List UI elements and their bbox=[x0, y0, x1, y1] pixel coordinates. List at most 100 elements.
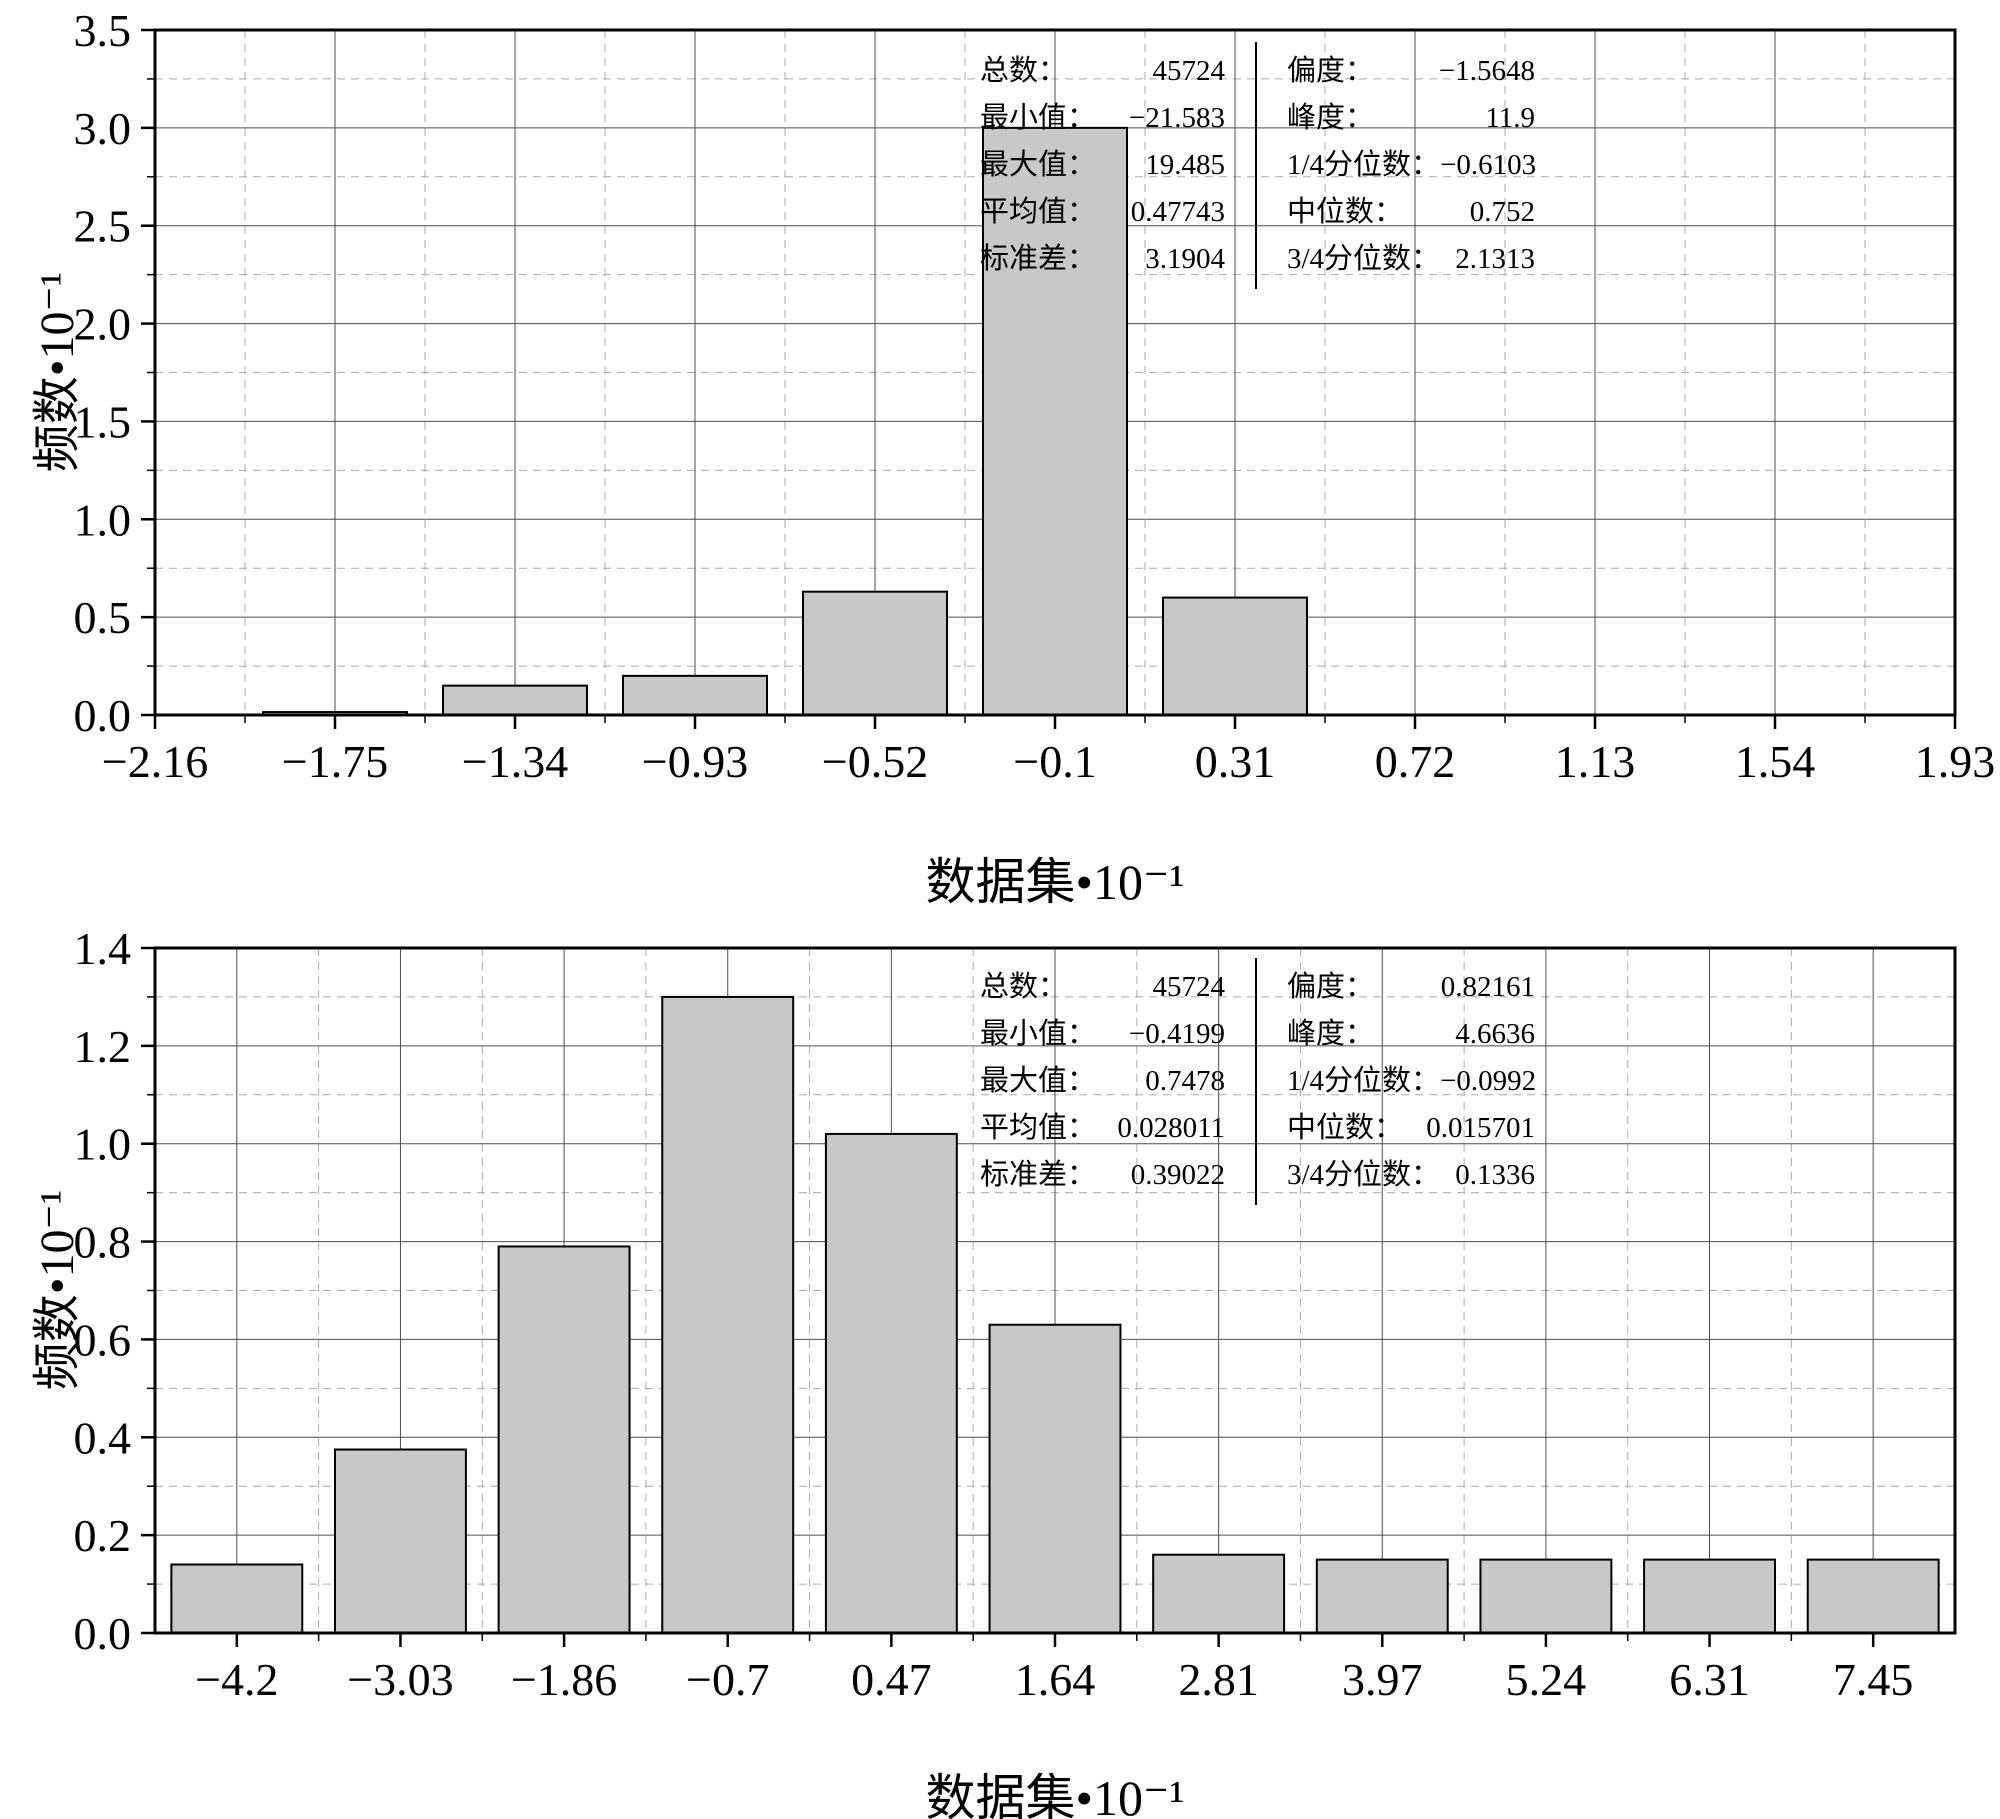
stat-value: 0.47743 bbox=[1130, 196, 1225, 228]
stat-row: 3/4分位数： 2.1313 bbox=[1287, 236, 1535, 283]
y-tick-label: 3.5 bbox=[74, 5, 132, 56]
x-tick-label: 1.93 bbox=[1915, 736, 1996, 787]
stat-row: 平均值： 0.47743 bbox=[980, 189, 1225, 236]
x-tick-label: −0.1 bbox=[1013, 736, 1096, 787]
x-tick-label: −1.75 bbox=[282, 736, 388, 787]
stat-label: 1/4分位数： bbox=[1287, 149, 1441, 181]
histogram-bar bbox=[1806, 1558, 1940, 1634]
stat-value: 0.028011 bbox=[1117, 1112, 1225, 1144]
stat-row: 平均值： 0.028011 bbox=[980, 1105, 1225, 1152]
x-tick-label: 5.24 bbox=[1506, 1654, 1587, 1705]
histogram-bar bbox=[1315, 1558, 1449, 1634]
histogram-bar bbox=[988, 1323, 1122, 1634]
stat-label: 峰度： bbox=[1287, 1018, 1375, 1050]
stat-row: 最大值： 19.485 bbox=[980, 142, 1225, 189]
stat-label: 1/4分位数： bbox=[1287, 1065, 1441, 1097]
stat-label: 3/4分位数： bbox=[1287, 1159, 1441, 1191]
stat-row: 中位数： 0.752 bbox=[1287, 189, 1535, 236]
y-tick-label: 0.0 bbox=[74, 1608, 132, 1659]
y-tick-label: 0.6 bbox=[74, 1314, 132, 1365]
histogram-bar bbox=[1643, 1558, 1777, 1634]
stat-label: 峰度： bbox=[1287, 102, 1375, 134]
y-tick-label: 0.2 bbox=[74, 1510, 132, 1561]
stat-row: 最小值： −21.583 bbox=[980, 95, 1225, 142]
stat-row: 标准差： 3.1904 bbox=[980, 236, 1225, 283]
stat-value: −0.0992 bbox=[1440, 1065, 1537, 1097]
y-tick-label: 0.4 bbox=[74, 1412, 132, 1463]
histogram-bar bbox=[661, 995, 795, 1634]
stat-value: 45724 bbox=[1152, 971, 1226, 1003]
stat-label: 最小值： bbox=[980, 1018, 1097, 1050]
stat-row: 总数： 45724 bbox=[980, 48, 1225, 95]
stat-row: 最小值： −0.4199 bbox=[980, 1011, 1225, 1058]
histogram-bar bbox=[1152, 1553, 1286, 1635]
stat-value: −21.583 bbox=[1128, 102, 1225, 134]
x-axis-label: 数据集•10⁻¹ bbox=[925, 1770, 1185, 1819]
stat-label: 平均值： bbox=[980, 1112, 1097, 1144]
histogram-bar bbox=[802, 590, 948, 717]
x-tick-label: 1.13 bbox=[1555, 736, 1636, 787]
histogram-bar bbox=[622, 674, 768, 716]
x-tick-label: −0.52 bbox=[822, 736, 928, 787]
y-tick-label: 0.5 bbox=[74, 592, 132, 643]
top-histogram-plot: 0.0 0.5 1.0 1.5 2.0 2.5 3.0 3.5 −2.16 −1.75 −1.34 −… bbox=[74, 5, 1996, 787]
y-tick-label: 0.0 bbox=[74, 690, 132, 741]
stat-label: 中位数： bbox=[1287, 1112, 1404, 1144]
stat-value: −0.6103 bbox=[1440, 149, 1537, 181]
stat-value: 11.9 bbox=[1485, 102, 1535, 134]
x-tick-label: −1.86 bbox=[511, 1654, 617, 1705]
y-tick-label: 3.0 bbox=[74, 103, 132, 154]
stat-row: 最大值： 0.7478 bbox=[980, 1058, 1225, 1105]
stat-label: 偏度： bbox=[1287, 971, 1375, 1003]
x-tick-label: 3.97 bbox=[1342, 1654, 1423, 1705]
y-tick-label: 2.0 bbox=[74, 299, 132, 350]
y-tick-label: 1.0 bbox=[74, 1119, 132, 1170]
stat-row: 峰度： 4.6636 bbox=[1287, 1011, 1535, 1058]
stat-value: 4.6636 bbox=[1455, 1018, 1535, 1050]
stat-label: 标准差： bbox=[980, 1159, 1097, 1191]
stat-row: 标准差： 0.39022 bbox=[980, 1152, 1225, 1199]
stat-value: 3.1904 bbox=[1145, 243, 1225, 275]
stats-column-right: 偏度： −1.5648 峰度： 11.9 1/4分位数： −0.6103 中位数… bbox=[1255, 42, 1537, 289]
stat-row: 1/4分位数： −0.6103 bbox=[1287, 142, 1537, 189]
stat-value: 0.752 bbox=[1469, 196, 1535, 228]
stat-label: 中位数： bbox=[1287, 196, 1404, 228]
stats-box: 总数： 45724 最小值： −21.583 最大值： 19.485 平均值： … bbox=[980, 42, 1537, 289]
x-tick-label: 6.31 bbox=[1669, 1654, 1750, 1705]
stat-value: 0.015701 bbox=[1426, 1112, 1535, 1144]
y-tick-label: 0.8 bbox=[74, 1217, 132, 1268]
stat-row: 1/4分位数： −0.0992 bbox=[1287, 1058, 1537, 1105]
stat-label: 偏度： bbox=[1287, 55, 1375, 87]
stat-value: 0.7478 bbox=[1145, 1065, 1225, 1097]
stats-box: 总数： 45724 最小值： −0.4199 最大值： 0.7478 平均值： … bbox=[980, 958, 1537, 1205]
y-tick-label: 2.5 bbox=[74, 201, 132, 252]
stat-label: 最大值： bbox=[980, 1065, 1097, 1097]
histogram-bar bbox=[1162, 596, 1308, 716]
x-tick-label: −3.03 bbox=[347, 1654, 453, 1705]
stat-row: 中位数： 0.015701 bbox=[1287, 1105, 1535, 1152]
x-tick-label: 0.31 bbox=[1195, 736, 1276, 787]
histogram-bar bbox=[1479, 1558, 1613, 1634]
stats-column-left: 总数： 45724 最小值： −0.4199 最大值： 0.7478 平均值： … bbox=[980, 958, 1225, 1205]
stats-column-left: 总数： 45724 最小值： −21.583 最大值： 19.485 平均值： … bbox=[980, 42, 1225, 289]
bottom-histogram-plot: 0.0 0.2 0.4 0.6 0.8 1.0 1.2 1.4 −4.2 −3.03 −1.86 −0… bbox=[74, 923, 1957, 1705]
x-tick-label: 1.54 bbox=[1735, 736, 1816, 787]
x-tick-label: −0.93 bbox=[642, 736, 748, 787]
histogram-bar bbox=[982, 126, 1128, 717]
stat-label: 最小值： bbox=[980, 102, 1097, 134]
y-tick-label: 1.5 bbox=[74, 396, 132, 447]
x-tick-label: −2.16 bbox=[102, 736, 208, 787]
stat-value: 0.39022 bbox=[1130, 1159, 1225, 1191]
stat-value: −1.5648 bbox=[1438, 55, 1535, 87]
stat-row: 偏度： 0.82161 bbox=[1287, 964, 1535, 1011]
y-tick-label: 1.2 bbox=[74, 1021, 132, 1072]
stat-label: 3/4分位数： bbox=[1287, 243, 1441, 275]
stat-value: −0.4199 bbox=[1128, 1018, 1225, 1050]
histogram-bar bbox=[824, 1132, 958, 1635]
stat-label: 总数： bbox=[980, 55, 1068, 87]
x-tick-label: 0.72 bbox=[1375, 736, 1456, 787]
top-histogram-chart: 0.0 0.5 1.0 1.5 2.0 2.5 3.0 3.5 −2.16 −1.75 −1.34 −… bbox=[31, 5, 1996, 910]
stat-row: 3/4分位数： 0.1336 bbox=[1287, 1152, 1535, 1199]
stat-row: 总数： 45724 bbox=[980, 964, 1225, 1011]
